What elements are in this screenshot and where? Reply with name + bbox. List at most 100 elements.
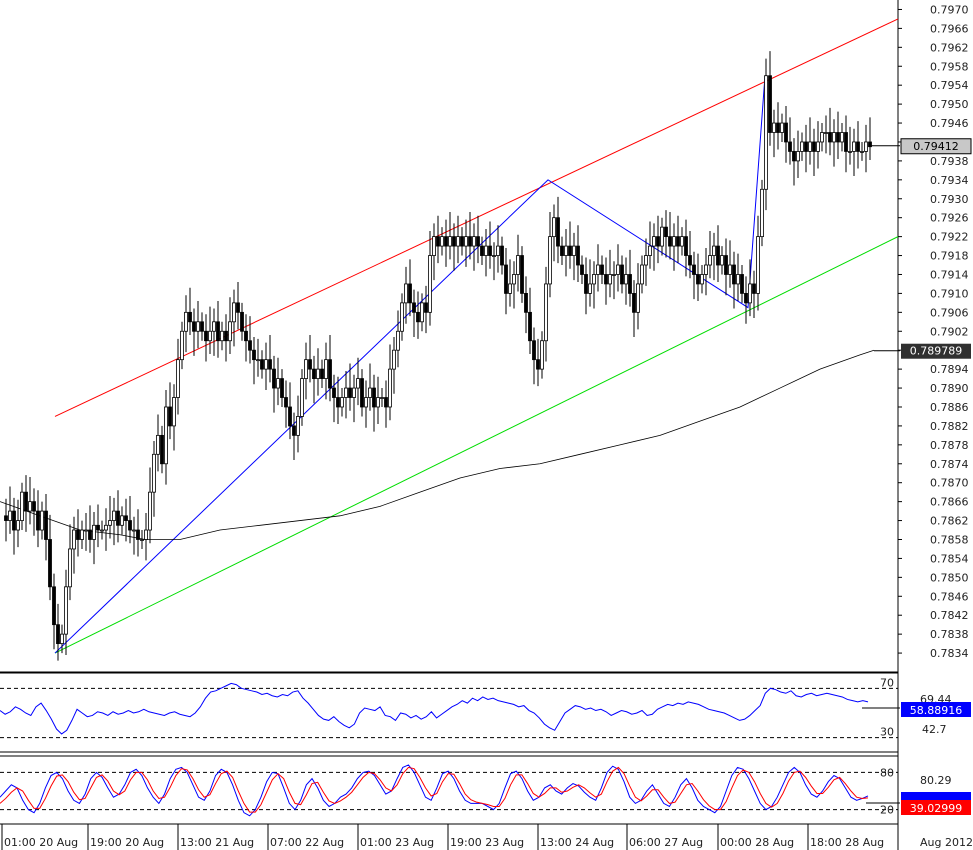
candle-body <box>832 132 836 143</box>
candle-body <box>836 132 840 143</box>
candle-body <box>816 141 820 152</box>
candle-body <box>492 255 496 257</box>
price-tick-label: 0.7846 <box>930 590 969 603</box>
candle-body <box>264 359 268 370</box>
price-tick-label: 0.7886 <box>930 401 969 414</box>
candle-body <box>708 255 712 266</box>
candle-body <box>596 264 600 275</box>
stochastic-panel[interactable]: 80 20 80.29 39.02999 <box>0 755 971 825</box>
candle-body <box>636 283 640 313</box>
candle-body <box>180 330 184 361</box>
candle-body <box>132 529 136 532</box>
candle-body <box>152 453 156 493</box>
candle-body <box>504 264 508 294</box>
stoch-extra-label: 80.29 <box>920 774 952 787</box>
candle-body <box>276 378 280 389</box>
price-tick-label: 0.7866 <box>930 496 969 509</box>
candle-body <box>72 529 76 550</box>
time-tick-label: 07:00 22 Aug <box>270 836 344 849</box>
candle-body <box>668 236 672 247</box>
candle-body <box>524 293 528 313</box>
candle-body <box>88 529 92 540</box>
candle-body <box>736 274 740 285</box>
candle-body <box>284 397 288 408</box>
time-tick-label: 19:00 23 Aug <box>450 836 524 849</box>
candle-body <box>300 378 304 417</box>
candle-body <box>804 141 808 152</box>
candle-body <box>820 132 824 143</box>
current-price-badge-bg <box>900 138 972 155</box>
candle-body <box>628 274 632 294</box>
price-tick-label: 0.7882 <box>930 420 969 433</box>
candle-body <box>532 340 536 361</box>
candle-body <box>456 236 460 247</box>
price-tick-label: 0.7926 <box>930 212 969 225</box>
candle-body <box>220 330 224 342</box>
candle-body <box>408 283 412 304</box>
price-tick-label: 0.7850 <box>930 571 969 584</box>
candle-body <box>472 236 476 247</box>
candle-body <box>716 245 720 266</box>
candle-body <box>96 524 100 531</box>
candle-body <box>744 293 748 304</box>
candle-body <box>764 75 768 190</box>
candle-body <box>496 245 500 256</box>
candle-body <box>40 510 44 531</box>
candle-body <box>440 236 444 247</box>
price-axis-ticks: 0.7970 0.7966 0.7962 0.7958 0.7954 0.7950 0.79… <box>898 3 969 660</box>
channel-trendline[interactable] <box>54 236 899 654</box>
candle-body <box>356 378 360 389</box>
price-tick-label: 0.7958 <box>930 60 969 73</box>
price-tick-label: 0.7950 <box>930 98 969 111</box>
candle-body <box>748 283 752 304</box>
ma-value-badge: 0.789789 <box>874 343 971 359</box>
stoch-level-label: 20 <box>880 804 894 817</box>
candle-body <box>476 236 480 247</box>
rsi-line <box>0 682 869 735</box>
candle-body <box>680 236 684 247</box>
candle-body <box>68 548 72 588</box>
candle-body <box>648 245 652 256</box>
candle-body <box>572 245 576 256</box>
candle-body <box>612 274 616 276</box>
zigzag-trendline[interactable] <box>54 75 766 654</box>
candle-body <box>252 349 256 361</box>
price-tick-label: 0.7894 <box>930 363 969 376</box>
stoch-main-badge-bg <box>901 800 971 815</box>
candle-body <box>308 359 312 370</box>
candle-body <box>432 236 436 256</box>
candle-body <box>188 311 192 323</box>
candle-body <box>620 264 624 285</box>
candle-body <box>412 302 416 313</box>
candle-body <box>232 302 236 323</box>
candle-body <box>52 586 56 626</box>
ma-value-badge-bg <box>901 343 971 359</box>
candle-body <box>212 321 216 332</box>
candle-body <box>260 359 264 370</box>
candle-body <box>360 378 364 408</box>
candle-body <box>392 349 396 370</box>
candle-body <box>48 539 52 588</box>
candle-body <box>336 397 340 408</box>
price-tick-label: 0.7874 <box>930 458 969 471</box>
channel-trendline[interactable] <box>54 18 899 417</box>
stoch-level-label: 80 <box>880 766 894 779</box>
candle-body <box>512 274 516 285</box>
candle-body <box>56 624 60 645</box>
candle-body <box>364 397 368 408</box>
candle-body <box>236 302 240 313</box>
candle-body <box>196 321 200 332</box>
price-tick-label: 0.7930 <box>930 193 969 206</box>
price-tick-label: 0.7870 <box>930 477 969 490</box>
price-tick-label: 0.7910 <box>930 287 969 300</box>
candle-body <box>164 406 168 465</box>
candle-body <box>64 586 68 635</box>
candle-body <box>420 302 424 323</box>
rsi-level-label: 30 <box>880 726 894 739</box>
candle-body <box>116 510 120 526</box>
candle-body <box>320 368 324 379</box>
price-tick-label: 0.7966 <box>930 22 969 35</box>
